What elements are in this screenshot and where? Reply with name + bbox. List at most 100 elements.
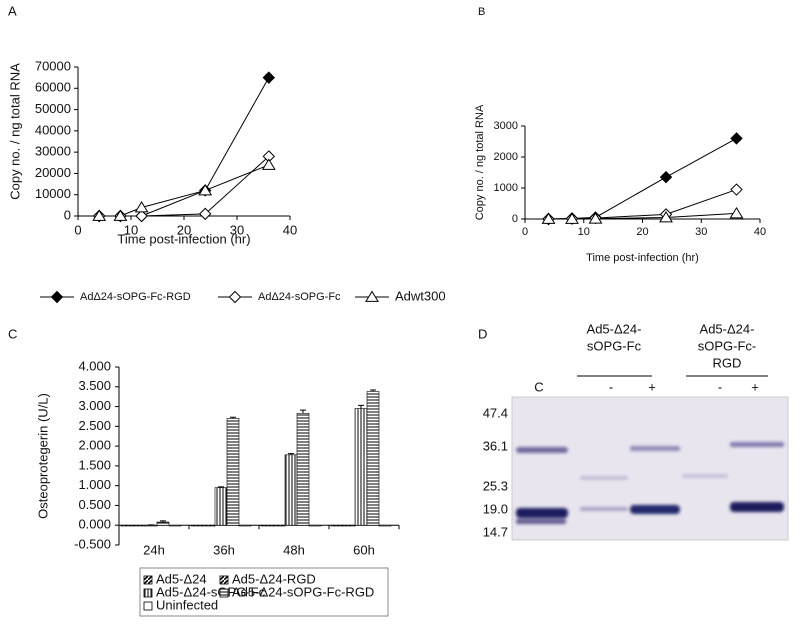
y-tick-label: 0: [512, 213, 518, 225]
y-tick-label: 1.500: [78, 457, 111, 472]
series-line: [99, 156, 270, 217]
panel-label: D: [478, 326, 487, 341]
y-axis-label: Osteoprotegerin (U/L): [35, 393, 50, 519]
bar: [132, 524, 146, 527]
series-line: [99, 164, 269, 217]
x-tick-label: 40: [754, 226, 766, 238]
y-tick-label: 50000: [35, 101, 71, 116]
legend-swatch: [143, 588, 153, 598]
legend-swatch: [219, 575, 229, 585]
bar: [342, 524, 356, 527]
y-tick-label: 70000: [35, 58, 71, 73]
legend-swatch: [219, 588, 229, 598]
y-tick-label: 3.000: [78, 398, 111, 413]
bar: [366, 391, 380, 526]
panel-label: B: [478, 6, 485, 18]
legend-label: AdΔ24-sOPG-Fc: [258, 291, 341, 303]
lane-label: -: [609, 379, 613, 394]
bar: [238, 524, 252, 527]
bar-chart: C -0.500 0.000 0.500 1.000 1.500 2.000 2.500 3.0…: [8, 326, 400, 617]
triangle-marker: [729, 206, 744, 219]
diamond-marker: [135, 209, 148, 223]
triangle-marker: [92, 209, 107, 221]
x-tick-label: 20: [636, 226, 648, 238]
series-line: [99, 77, 270, 217]
diamond-marker: [50, 290, 64, 304]
y-tick-label: 20000: [35, 165, 71, 180]
diamond-marker: [659, 170, 673, 184]
panel-label: A: [8, 3, 17, 18]
x-tick-label: 36h: [213, 542, 235, 557]
triangle-marker: [365, 290, 379, 302]
line-chart: B 0 1000 2000 3000 0 10 20 30 40 Copy no. / ng tot…: [474, 6, 766, 264]
y-tick-label: 4.000: [78, 358, 111, 373]
bar: [354, 408, 368, 526]
y-tick-label: 60000: [35, 80, 71, 95]
blot-panel: D Ad5-Δ24- sOPG-Fc Ad5-Δ24- sOPG-Fc- RGD…: [478, 321, 789, 541]
error-bar: [300, 409, 306, 414]
y-tick-label: 3.500: [78, 378, 111, 393]
x-tick-label: 10: [124, 222, 138, 237]
group-label: sOPG-Fc-: [698, 338, 757, 353]
bar: [214, 487, 228, 526]
triangle-marker: [113, 209, 128, 221]
panel-label: C: [8, 326, 17, 341]
x-tick-label: 20: [177, 222, 191, 237]
triangle-marker: [261, 158, 276, 170]
legend-swatch: [143, 601, 153, 611]
legend-label: Ad5-Δ24-RGD: [232, 571, 316, 586]
marker-label: 14.7: [483, 524, 508, 539]
bar: [168, 524, 182, 527]
triangle-marker: [659, 210, 673, 223]
y-tick-label: 2000: [494, 151, 518, 163]
bar: [226, 418, 240, 526]
x-tick-label: 0: [522, 226, 528, 238]
lane-label: -: [718, 379, 722, 394]
bar: [296, 412, 310, 526]
legend-label: Ad5-Δ24-sOPG-Fc-RGD: [232, 584, 374, 599]
bar: [284, 454, 298, 526]
group-label: sOPG-Fc: [587, 338, 642, 353]
group-label: Ad5-Δ24-: [587, 321, 642, 336]
legend-label: Ad5-Δ24-sOPG-Fc: [156, 584, 266, 599]
x-axis-label: Time post-infection (hr): [117, 231, 250, 246]
series-line: [548, 137, 737, 220]
bar: [120, 524, 134, 527]
triangle-marker: [198, 183, 213, 196]
x-tick-label: 30: [230, 222, 244, 237]
error-bar: [230, 416, 236, 419]
diamond-marker: [228, 290, 242, 304]
marker-label: 19.0: [483, 501, 508, 516]
lane-label: +: [648, 379, 656, 394]
legend-box: [139, 567, 389, 617]
error-bar: [160, 520, 166, 523]
y-tick-label: -0.500: [74, 536, 111, 551]
bar: [190, 524, 204, 527]
blot-image: [511, 396, 789, 541]
y-tick-label: 10000: [35, 186, 71, 201]
lane-label: +: [751, 379, 759, 394]
diamond-marker: [262, 71, 276, 84]
triangle-marker: [541, 212, 556, 224]
error-bar: [370, 389, 376, 392]
triangle-marker: [565, 212, 579, 224]
bar: [378, 524, 392, 527]
bar: [330, 524, 344, 527]
bar: [308, 524, 322, 527]
error-bar: [358, 404, 364, 409]
y-tick-label: 0.000: [78, 517, 111, 532]
x-tick-label: 40: [283, 222, 297, 237]
y-tick-label: 3000: [494, 120, 518, 132]
x-tick-label: 10: [578, 226, 590, 238]
bar: [260, 524, 274, 527]
error-bar: [288, 453, 294, 455]
legend-label: Ad5-Δ24: [156, 571, 207, 586]
legend-label: AdΔ24-sOPG-Fc-RGD: [80, 291, 191, 303]
error-bar: [218, 486, 224, 488]
x-tick-label: 48h: [283, 542, 305, 557]
legend-swatch: [143, 575, 153, 585]
y-tick-label: 0.500: [78, 497, 111, 512]
bar: [144, 524, 158, 527]
